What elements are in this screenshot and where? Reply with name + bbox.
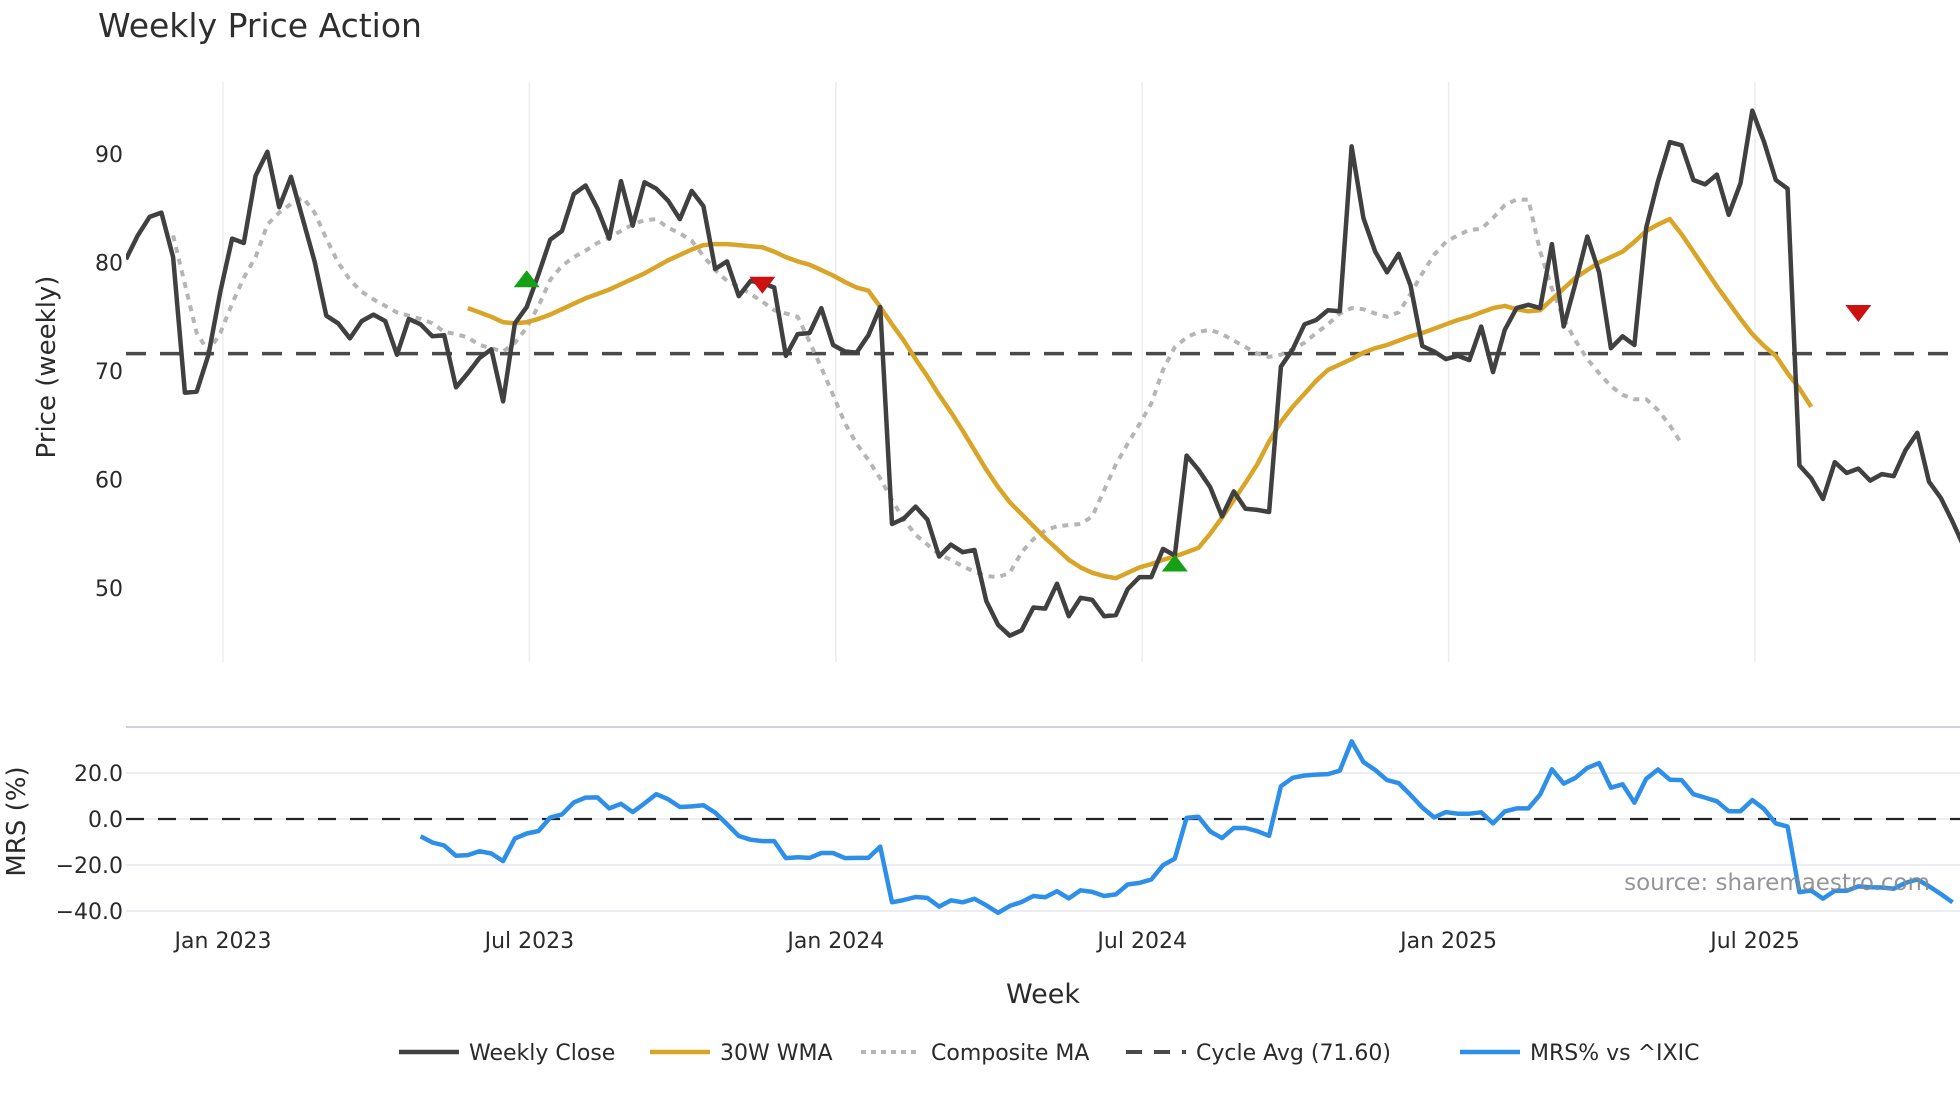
price-panel xyxy=(126,108,1960,638)
legend-label: Weekly Close xyxy=(469,1041,615,1066)
mrs-y-tick-label: 20.0 xyxy=(74,762,123,787)
y-tick-label: 90 xyxy=(95,143,123,168)
legend-item: 30W WMA xyxy=(650,1041,833,1066)
legend-label: MRS% vs ^IXIC xyxy=(1530,1041,1699,1066)
x-tick-label: Jul 2023 xyxy=(483,929,575,954)
legend-label: 30W WMA xyxy=(720,1041,833,1066)
legend-item: Cycle Avg (71.60) xyxy=(1126,1041,1391,1066)
legend-item: Weekly Close xyxy=(399,1041,615,1066)
mrs-y-tick-label: −40.0 xyxy=(56,900,123,925)
x-tick-label: Jul 2024 xyxy=(1095,929,1187,954)
x-tick-label: Jan 2023 xyxy=(173,929,272,954)
source-annotation: source: sharemaestro.com xyxy=(1624,870,1930,896)
y-tick-label: 50 xyxy=(95,577,123,602)
y-tick-label: 70 xyxy=(95,360,123,385)
sell-signal-triangle-icon xyxy=(1845,304,1872,322)
mrs-y-tick-label: −20.0 xyxy=(56,854,123,879)
x-tick-label: Jan 2025 xyxy=(1398,929,1497,954)
sell-signal-triangle-icon xyxy=(749,276,776,294)
weekly-close-line xyxy=(126,108,1960,638)
mrs-y-axis-label: MRS (%) xyxy=(2,766,32,876)
chart-title: Weekly Price Action xyxy=(98,6,422,45)
axes: Jan 2023 Jul 2023 Jan 2024 Jul 2024 Jan 2025… xyxy=(2,143,1800,1010)
composite-ma-line xyxy=(171,194,1684,580)
x-tick-label: Jan 2024 xyxy=(785,929,884,954)
y-tick-label: 60 xyxy=(95,469,123,494)
x-tick-label: Jul 2025 xyxy=(1708,929,1800,954)
y-axis-label: Price (weekly) xyxy=(32,276,62,459)
mrs-line xyxy=(419,739,1954,916)
legend-label: Composite MA xyxy=(931,1041,1089,1066)
legend-item: MRS% vs ^IXIC xyxy=(1460,1041,1699,1066)
mrs-y-tick-label: 0.0 xyxy=(88,808,123,833)
legend-item: Composite MA xyxy=(861,1041,1089,1066)
y-tick-label: 80 xyxy=(95,252,123,277)
x-axis-label: Week xyxy=(1006,979,1080,1010)
legend: Weekly Close 30W WMA Composite MA Cycle Avg… xyxy=(399,1041,1699,1066)
30w-wma-line xyxy=(467,216,1814,581)
mrs-panel: source: sharemaestro.com xyxy=(126,739,1960,916)
legend-label: Cycle Avg (71.60) xyxy=(1196,1041,1391,1066)
buy-signal-triangle-icon xyxy=(1161,554,1188,572)
buy-signal-triangle-icon xyxy=(513,270,540,288)
